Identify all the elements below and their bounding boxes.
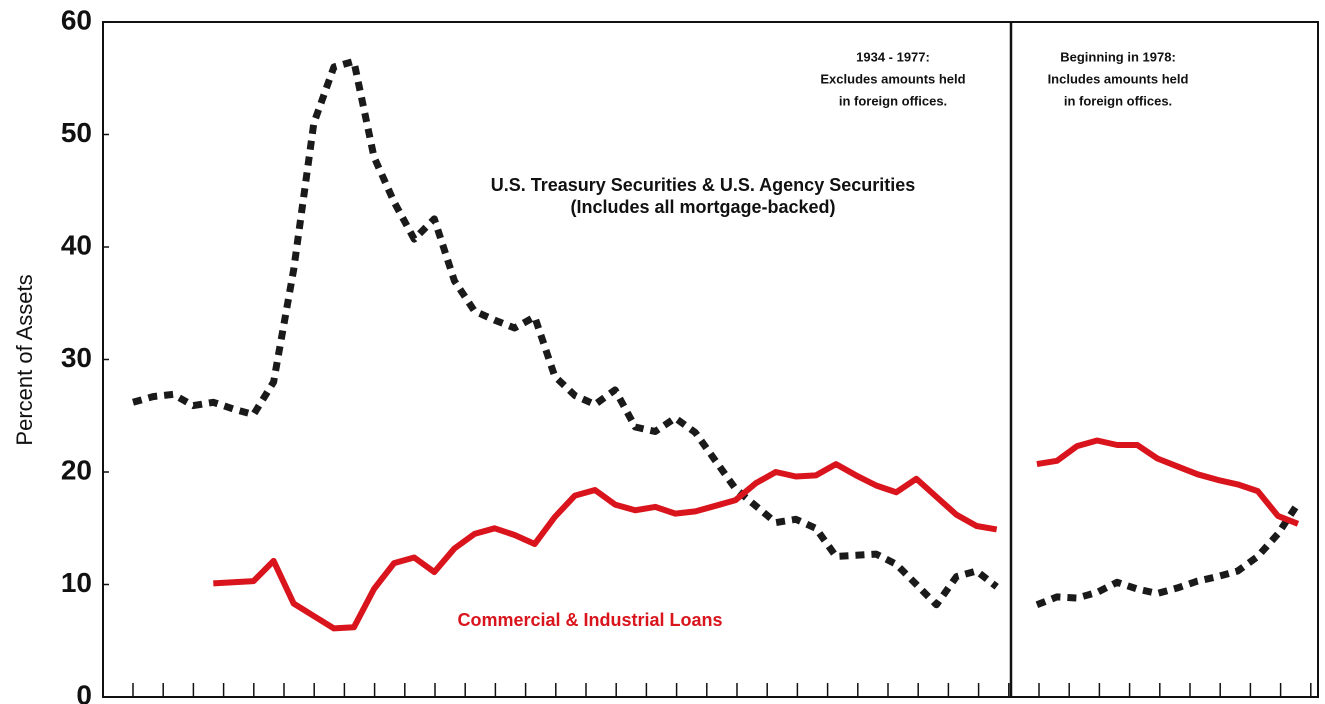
series-label: U.S. Treasury Securities & U.S. Agency S… <box>491 175 916 195</box>
annotation: in foreign offices. <box>1064 93 1172 108</box>
series-line <box>213 437 1300 632</box>
annotation: Includes amounts held <box>1048 71 1189 86</box>
annotation: Excludes amounts held <box>820 71 965 86</box>
series-label: Commercial & Industrial Loans <box>457 610 722 630</box>
y-tick-label: 40 <box>61 229 92 260</box>
y-tick-label: 50 <box>61 117 92 148</box>
y-tick-label: 30 <box>61 342 92 373</box>
annotation: in foreign offices. <box>839 93 947 108</box>
plot-frame <box>102 21 1319 698</box>
series-label: (Includes all mortgage-backed) <box>570 197 835 217</box>
annotation: Beginning in 1978: <box>1060 49 1176 64</box>
annotation: 1934 - 1977: <box>856 49 930 64</box>
y-tick-label: 60 <box>61 4 92 35</box>
y-tick-label: 20 <box>61 454 92 485</box>
y-axis-title: Percent of Assets <box>12 274 37 445</box>
y-tick-label: 10 <box>61 567 92 598</box>
series-line <box>132 57 1301 609</box>
y-tick-label: 0 <box>76 679 92 704</box>
